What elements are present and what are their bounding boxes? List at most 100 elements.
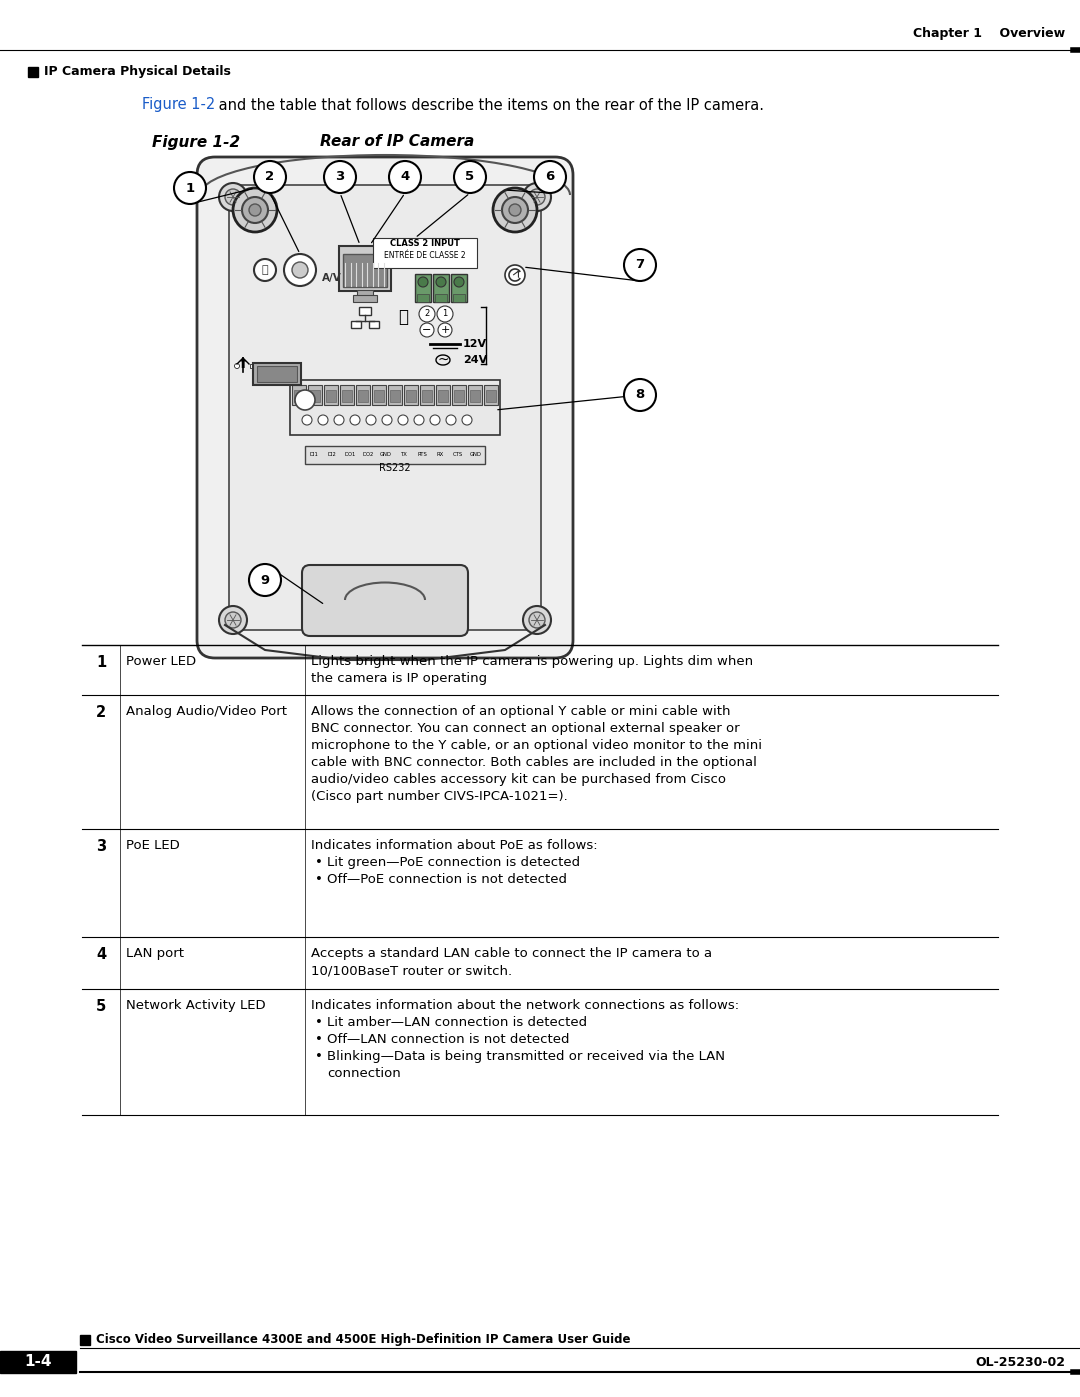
Text: 2: 2 — [96, 705, 106, 719]
Text: RS232: RS232 — [379, 462, 410, 474]
Text: Lit amber—LAN connection is detected: Lit amber—LAN connection is detected — [327, 1016, 588, 1030]
Text: 2: 2 — [266, 170, 274, 183]
Text: 5: 5 — [465, 170, 474, 183]
Circle shape — [529, 189, 545, 205]
Text: OL-25230-02: OL-25230-02 — [975, 1355, 1065, 1369]
Circle shape — [302, 415, 312, 425]
Text: DO1: DO1 — [345, 453, 355, 457]
Text: +: + — [441, 326, 449, 335]
Circle shape — [284, 254, 316, 286]
Text: 1: 1 — [443, 310, 447, 319]
Circle shape — [454, 277, 464, 286]
Text: ~: ~ — [437, 353, 449, 367]
Circle shape — [436, 277, 446, 286]
Text: A/V: A/V — [322, 272, 341, 284]
Circle shape — [414, 415, 424, 425]
Text: Cisco Video Surveillance 4300E and 4500E High-Definition IP Camera User Guide: Cisco Video Surveillance 4300E and 4500E… — [96, 1334, 631, 1347]
Circle shape — [509, 204, 521, 217]
FancyBboxPatch shape — [229, 184, 541, 630]
Bar — [468, 386, 482, 405]
Bar — [342, 390, 352, 402]
Bar — [0, 1351, 76, 1373]
Text: Off—LAN connection is not detected: Off—LAN connection is not detected — [327, 1032, 569, 1046]
Text: DO2: DO2 — [362, 453, 374, 457]
Circle shape — [318, 415, 328, 425]
Circle shape — [254, 258, 276, 281]
Text: Lights bright when the IP camera is powering up. Lights dim when: Lights bright when the IP camera is powe… — [311, 655, 753, 668]
Bar — [453, 293, 465, 302]
Text: •: • — [315, 856, 323, 869]
Bar — [374, 390, 384, 402]
Bar — [438, 390, 448, 402]
Bar — [369, 321, 379, 328]
Bar — [339, 246, 391, 291]
Text: 3: 3 — [96, 840, 106, 854]
Circle shape — [454, 161, 486, 193]
Text: LAN port: LAN port — [126, 947, 184, 960]
Circle shape — [523, 183, 551, 211]
Bar — [305, 446, 485, 464]
Circle shape — [462, 415, 472, 425]
Circle shape — [389, 161, 421, 193]
Text: Rear of IP Camera: Rear of IP Camera — [320, 134, 474, 149]
Circle shape — [295, 390, 315, 409]
Bar — [453, 386, 465, 405]
Bar — [340, 386, 354, 405]
Text: (Cisco part number CIVS-IPCA-1021=).: (Cisco part number CIVS-IPCA-1021=). — [311, 789, 568, 803]
Text: 10/100BaseT router or switch.: 10/100BaseT router or switch. — [311, 964, 512, 977]
Text: 12V: 12V — [463, 339, 487, 349]
Bar — [388, 386, 402, 405]
Bar — [470, 390, 480, 402]
Text: microphone to the Y cable, or an optional video monitor to the mini: microphone to the Y cable, or an optiona… — [311, 739, 762, 752]
Bar — [28, 67, 38, 77]
Text: 7: 7 — [635, 258, 645, 271]
Text: Indicates information about PoE as follows:: Indicates information about PoE as follo… — [311, 840, 597, 852]
Bar — [422, 390, 432, 402]
Text: BNC connector. You can connect an optional external speaker or: BNC connector. You can connect an option… — [311, 722, 740, 735]
Text: Lit green—PoE connection is detected: Lit green—PoE connection is detected — [327, 856, 580, 869]
Circle shape — [249, 564, 281, 597]
Text: •: • — [315, 1016, 323, 1030]
Bar — [310, 390, 320, 402]
Circle shape — [233, 189, 276, 232]
Text: connection: connection — [327, 1067, 401, 1080]
Text: GND: GND — [380, 453, 392, 457]
Text: cable with BNC connector. Both cables are included in the optional: cable with BNC connector. Both cables ar… — [311, 756, 757, 768]
Circle shape — [324, 161, 356, 193]
Bar — [257, 366, 297, 381]
Text: 3: 3 — [336, 170, 345, 183]
Text: 4: 4 — [96, 947, 106, 963]
Bar — [436, 386, 450, 405]
Bar — [356, 386, 370, 405]
Text: RX: RX — [436, 453, 444, 457]
Circle shape — [523, 606, 551, 634]
Text: Accepts a standard LAN cable to connect the IP camera to a: Accepts a standard LAN cable to connect … — [311, 947, 712, 960]
Circle shape — [446, 415, 456, 425]
Circle shape — [382, 415, 392, 425]
Bar — [420, 386, 434, 405]
Text: PoE LED: PoE LED — [126, 840, 179, 852]
Text: ⏻: ⏻ — [261, 265, 268, 275]
Bar — [353, 295, 377, 302]
Text: Figure 1-2: Figure 1-2 — [152, 134, 240, 149]
Bar — [404, 386, 418, 405]
Text: −: − — [422, 326, 432, 335]
Circle shape — [430, 415, 440, 425]
Text: CTS: CTS — [453, 453, 463, 457]
Bar — [359, 307, 372, 314]
Bar — [326, 390, 336, 402]
Text: and the table that follows describe the items on the rear of the IP camera.: and the table that follows describe the … — [214, 98, 764, 113]
Circle shape — [366, 415, 376, 425]
Circle shape — [225, 189, 241, 205]
Bar — [484, 386, 498, 405]
Bar — [417, 293, 429, 302]
Circle shape — [534, 161, 566, 193]
Text: •: • — [315, 1051, 323, 1063]
Text: the camera is IP operating: the camera is IP operating — [311, 672, 487, 685]
Bar — [324, 386, 338, 405]
Circle shape — [219, 183, 247, 211]
Text: Allows the connection of an optional Y cable or mini cable with: Allows the connection of an optional Y c… — [311, 705, 730, 718]
Bar — [291, 380, 500, 434]
Circle shape — [334, 415, 345, 425]
Bar — [292, 386, 306, 405]
